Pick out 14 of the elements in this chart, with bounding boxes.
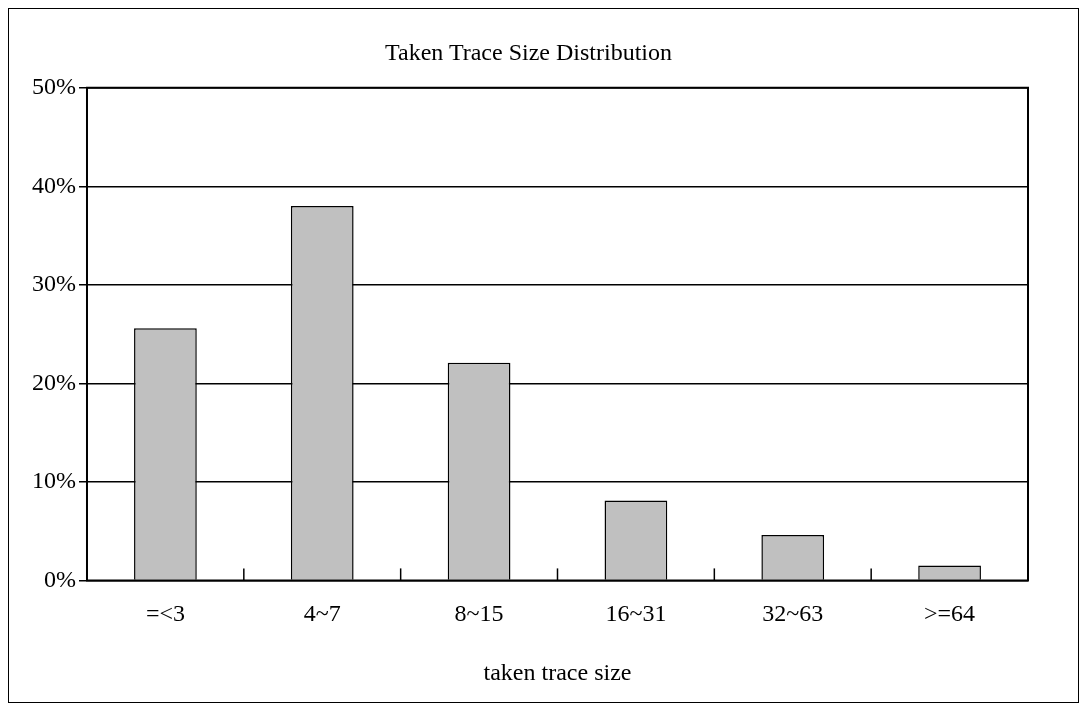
x-tick-label: 4~7 <box>303 600 341 627</box>
x-tick-label: 32~63 <box>762 600 824 627</box>
y-tick-label: 50% <box>31 73 76 100</box>
x-tick-label: 8~15 <box>454 600 504 627</box>
y-tick-label: 40% <box>31 171 76 198</box>
y-tick-label: 0% <box>43 565 76 592</box>
y-tick-label: 10% <box>31 467 76 494</box>
y-tick-label: 30% <box>31 270 76 297</box>
x-tick-label: =<3 <box>145 600 185 627</box>
x-axis-title: taken trace size <box>483 658 632 685</box>
y-tick-label: 20% <box>31 368 76 395</box>
x-tick-label: 16~31 <box>605 600 667 627</box>
chart-title: Taken Trace Size Distribution <box>385 38 672 65</box>
x-tick-label: >=64 <box>924 600 976 627</box>
